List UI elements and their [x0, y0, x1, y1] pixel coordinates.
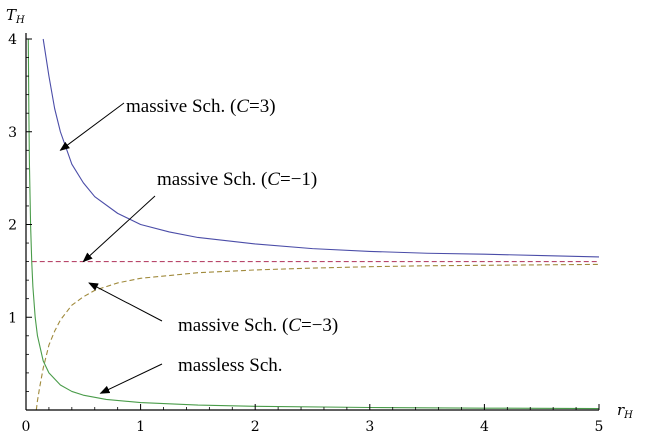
- annotation-massless: massless Sch.: [99, 355, 283, 394]
- series-line-massive_Cm3: [35, 263, 600, 411]
- x-tick-label: 3: [365, 419, 374, 435]
- x-tick-label: 5: [595, 419, 604, 435]
- series-layer: [27, 38, 600, 411]
- annotation-massive-cm3-text: massive Sch. (C=−3): [178, 315, 338, 336]
- annotation-massive-c3: massive Sch. (C=3): [59, 96, 276, 151]
- annotation-massive-cm1-arrow: [82, 195, 156, 263]
- annotation-massive-cm1: massive Sch. (C=−1): [82, 169, 317, 263]
- annotation-massive-cm3: massive Sch. (C=−3): [88, 282, 338, 336]
- x-tick-label: 0: [22, 419, 31, 435]
- y-tick-label: 2: [8, 218, 17, 234]
- y-axis-label-main: T: [6, 6, 17, 24]
- y-axis-label-sub: H: [15, 15, 25, 26]
- annotation-massless-arrow: [99, 363, 163, 394]
- y-tick-label: 4: [8, 32, 17, 48]
- annotation-massive-cm3-arrow: [88, 282, 163, 322]
- x-axis-label-sub: H: [623, 410, 633, 421]
- series-line-massless: [27, 38, 600, 410]
- series-line-massive_C3: [42, 38, 600, 258]
- x-tick-label: 2: [251, 419, 260, 435]
- x-axis-label: rH: [617, 401, 633, 421]
- annotation-massless-text: massless Sch.: [178, 355, 283, 376]
- annotation-massive-cm1-text: massive Sch. (C=−1): [157, 169, 317, 190]
- annotation-massive-c3-text: massive Sch. (C=3): [126, 96, 276, 117]
- x-tick-label: 4: [480, 419, 489, 435]
- y-tick-label: 3: [8, 125, 17, 141]
- annotation-massive-c3-arrow: [59, 102, 125, 151]
- y-tick-label: 1: [8, 310, 17, 326]
- x-tick-label: 1: [136, 419, 145, 435]
- x-axis-label-main: r: [617, 401, 625, 419]
- y-axis-label: TH: [6, 6, 25, 26]
- x-ticks: 0 1 2 3 4 5: [22, 404, 604, 435]
- y-ticks: 1 2 3 4: [8, 32, 32, 392]
